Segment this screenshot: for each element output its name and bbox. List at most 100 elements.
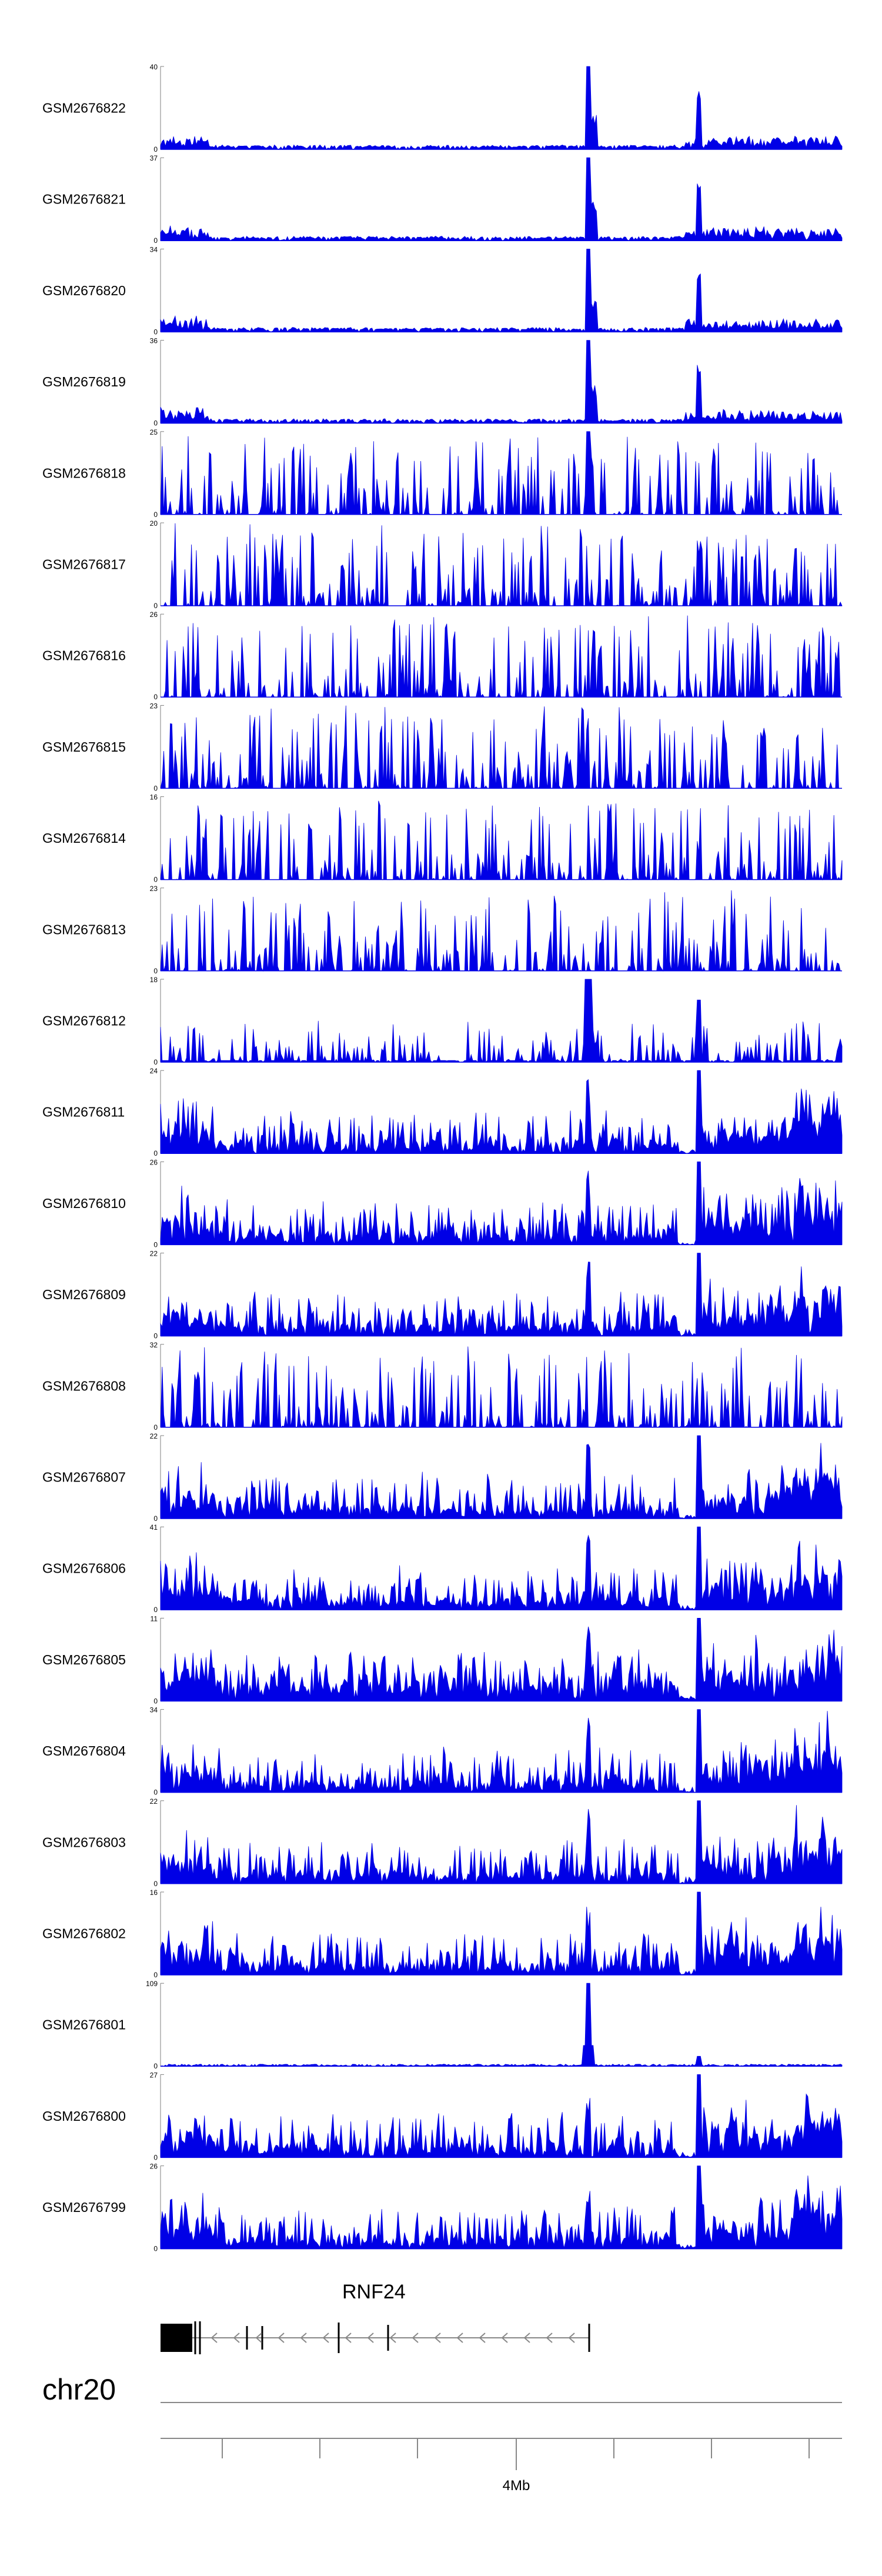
track-name-label: GSM2676800 [42, 2108, 126, 2124]
track: GSM2676811 24 0 [42, 1067, 843, 1157]
signal-area [160, 157, 843, 241]
track-ymax-label: 26 [150, 1158, 158, 1166]
track: GSM2676818 25 0 [42, 428, 842, 519]
track: GSM2676806 41 0 [42, 1523, 843, 1614]
track-ymax-label: 25 [150, 428, 158, 436]
track: GSM2676810 26 0 [42, 1158, 843, 1249]
chromosome-axis: chr20 4Mb [42, 2373, 842, 2494]
track-name-label: GSM2676803 [42, 1834, 126, 1850]
signal-area [161, 615, 842, 698]
track-name-label: GSM2676813 [42, 922, 126, 937]
track-ymax-label: 26 [150, 2163, 158, 2171]
track-ymax-label: 23 [150, 702, 158, 710]
strand-arrow [211, 2333, 218, 2343]
track-ymax-label: 22 [150, 1250, 158, 1258]
track: GSM2676822 40 0 [42, 63, 843, 154]
signal-area [160, 340, 843, 424]
signal-area [160, 1435, 843, 1519]
signal-area [160, 1618, 843, 1701]
track-ymin-label: 0 [153, 1058, 158, 1066]
track: GSM2676808 32 0 [42, 1341, 843, 1432]
strand-arrow [456, 2333, 463, 2343]
track: GSM2676820 34 0 [42, 245, 843, 336]
gene-exon-block [161, 2324, 192, 2352]
strand-arrow [412, 2333, 419, 2343]
track-ymin-label: 0 [153, 1423, 158, 1432]
track: GSM2676801 109 0 [42, 1980, 843, 2070]
signal-area [160, 249, 843, 333]
track-name-label: GSM2676799 [42, 2200, 126, 2215]
track: GSM2676817 20 0 [42, 519, 843, 610]
signal-area [160, 66, 843, 150]
track-name-label: GSM2676810 [42, 1196, 126, 1211]
track-ymax-label: 23 [150, 885, 158, 893]
track-name-label: GSM2676819 [42, 374, 126, 389]
x-axis-tick-label: 4Mb [503, 2478, 530, 2494]
track-ymax-label: 40 [150, 63, 158, 71]
track-name-label: GSM2676816 [42, 648, 126, 663]
signal-tracks: GSM2676822400GSM2676821370GSM2676820340G… [42, 63, 843, 2253]
track-ymin-label: 0 [153, 2153, 158, 2161]
signal-area [160, 2165, 843, 2250]
track: GSM2676805 11 0 [42, 1614, 843, 1705]
strand-arrow [501, 2333, 508, 2343]
track-name-label: GSM2676808 [42, 1378, 126, 1393]
track-name-label: GSM2676801 [42, 2017, 126, 2033]
track: GSM2676812 18 0 [42, 976, 843, 1066]
track-ymin-label: 0 [153, 1332, 158, 1340]
gene-annotation-track: RNF24 [161, 2281, 590, 2354]
track-name-label: GSM2676811 [42, 1105, 125, 1120]
track: GSM2676804 34 0 [42, 1706, 843, 1797]
strand-arrow [523, 2333, 530, 2343]
track-ymin-label: 0 [153, 693, 158, 701]
track-ymin-label: 0 [153, 510, 158, 519]
track-ymax-label: 34 [150, 1706, 158, 1714]
signal-area [160, 1253, 843, 1337]
track-ymin-label: 0 [153, 784, 158, 792]
strand-arrow [255, 2333, 262, 2343]
track-name-label: GSM2676804 [42, 1743, 126, 1759]
strand-arrow [367, 2333, 374, 2343]
track-ymax-label: 16 [150, 793, 158, 802]
track-ymax-label: 16 [150, 1888, 158, 1897]
strand-arrow [278, 2333, 285, 2343]
chromosome-label: chr20 [42, 2373, 116, 2406]
track-name-label: GSM2676814 [42, 830, 126, 846]
track-ymin-label: 0 [153, 1971, 158, 1979]
strand-arrow [322, 2333, 329, 2343]
track-ymin-label: 0 [153, 236, 158, 245]
strand-arrow [233, 2333, 240, 2343]
track-ymin-label: 0 [153, 2062, 158, 2070]
track-name-label: GSM2676821 [42, 192, 126, 207]
track-name-label: GSM2676806 [42, 1561, 126, 1576]
signal-area [160, 1709, 843, 1793]
track-name-label: GSM2676809 [42, 1287, 126, 1302]
track-ymin-label: 0 [153, 876, 158, 884]
track-name-label: GSM2676822 [42, 101, 126, 116]
track: GSM2676807 22 0 [42, 1432, 843, 1523]
signal-area [160, 1162, 843, 1245]
track-ymin-label: 0 [153, 1788, 158, 1797]
track-ymax-label: 109 [146, 1980, 158, 1988]
signal-area [161, 523, 843, 607]
track: GSM2676821 37 0 [42, 154, 843, 245]
track-ymax-label: 11 [151, 1614, 158, 1623]
gene-label: RNF24 [342, 2281, 406, 2303]
track-name-label: GSM2676815 [42, 739, 126, 755]
track-ymax-label: 24 [150, 1067, 158, 1075]
strand-arrow [434, 2333, 441, 2343]
track: GSM2676816 26 0 [42, 610, 842, 701]
strand-arrow [546, 2333, 553, 2343]
signal-area [160, 890, 842, 972]
signal-area [160, 1891, 843, 1976]
signal-area [160, 800, 843, 881]
track-name-label: GSM2676818 [42, 465, 126, 481]
track-ymin-label: 0 [153, 2245, 158, 2253]
track-ymin-label: 0 [153, 1240, 158, 1249]
strand-arrow [479, 2333, 486, 2343]
track-ymin-label: 0 [153, 419, 158, 428]
signal-area [160, 705, 842, 789]
strand-arrow [345, 2333, 352, 2343]
signal-area [160, 1800, 843, 1884]
track-ymin-label: 0 [153, 602, 158, 610]
